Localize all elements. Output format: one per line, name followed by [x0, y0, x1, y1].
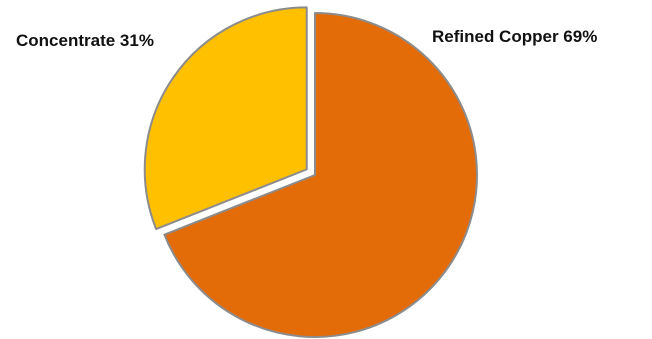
slice-label-concentrate: Concentrate 31%	[16, 31, 154, 50]
pie-labels: Refined Copper 69% Concentrate 31%	[16, 27, 597, 50]
pie-slice-refined-copper	[163, 12, 478, 338]
pie-slice-concentrate	[143, 6, 308, 231]
pie-slices	[143, 6, 478, 338]
slice-label-refined-copper: Refined Copper 69%	[432, 27, 597, 46]
